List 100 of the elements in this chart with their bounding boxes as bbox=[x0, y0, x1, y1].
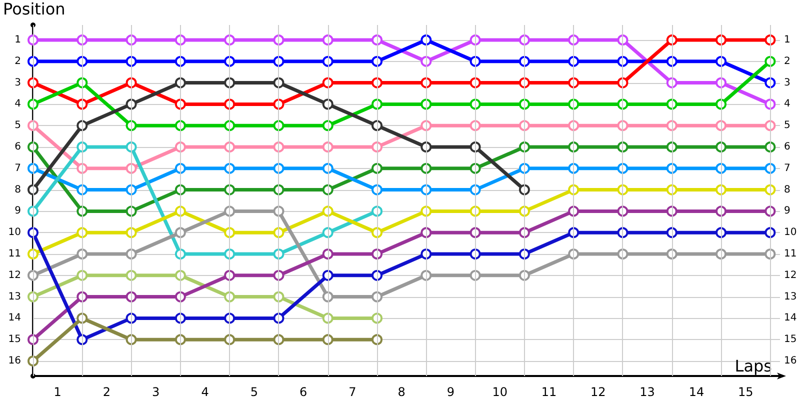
y-tick-label: 12 bbox=[8, 270, 21, 281]
point bbox=[617, 227, 628, 238]
point bbox=[273, 141, 284, 152]
point bbox=[420, 56, 432, 67]
point bbox=[322, 162, 334, 174]
point bbox=[372, 312, 383, 324]
x-tick-label: 7 bbox=[348, 385, 356, 399]
x-tick-label: 3 bbox=[152, 385, 160, 399]
point bbox=[174, 98, 186, 110]
point bbox=[28, 77, 38, 88]
point bbox=[764, 77, 776, 88]
point bbox=[716, 56, 727, 67]
point bbox=[716, 141, 727, 152]
point bbox=[518, 34, 530, 46]
point bbox=[224, 291, 236, 302]
point bbox=[273, 312, 284, 324]
point bbox=[716, 206, 727, 217]
point bbox=[372, 98, 383, 110]
x-tick-label: 15 bbox=[738, 385, 754, 399]
point bbox=[666, 184, 678, 196]
y2-tick-label: 16 bbox=[784, 356, 797, 367]
point bbox=[28, 56, 38, 67]
point bbox=[28, 334, 38, 346]
point bbox=[372, 77, 383, 88]
point bbox=[666, 77, 678, 88]
point bbox=[126, 77, 137, 88]
y-tick-label: 8 bbox=[14, 184, 21, 196]
point bbox=[470, 98, 481, 110]
y2-tick-label: 8 bbox=[784, 184, 790, 196]
point bbox=[420, 270, 432, 281]
point bbox=[716, 162, 727, 174]
point bbox=[764, 162, 776, 174]
y-tick-label: 6 bbox=[14, 141, 21, 152]
point bbox=[372, 120, 383, 132]
point bbox=[716, 248, 727, 260]
point bbox=[28, 227, 38, 238]
point bbox=[273, 34, 284, 46]
point bbox=[322, 334, 334, 346]
point bbox=[372, 162, 383, 174]
point bbox=[174, 184, 186, 196]
point bbox=[273, 184, 284, 196]
point bbox=[518, 98, 530, 110]
point bbox=[322, 248, 334, 260]
x-tick-label: 6 bbox=[299, 385, 308, 399]
y-axis-title: Position bbox=[3, 0, 66, 18]
point bbox=[716, 98, 727, 110]
point bbox=[28, 34, 38, 46]
point bbox=[174, 270, 186, 281]
point bbox=[617, 77, 628, 88]
point bbox=[174, 56, 186, 67]
point bbox=[174, 34, 186, 46]
point bbox=[76, 98, 88, 110]
point bbox=[470, 34, 481, 46]
y2-tick-label: 9 bbox=[784, 206, 790, 217]
point bbox=[470, 248, 481, 260]
point bbox=[76, 162, 88, 174]
y-tick-label: 11 bbox=[8, 248, 21, 260]
point bbox=[764, 120, 776, 132]
point bbox=[174, 312, 186, 324]
x-tick-label: 1 bbox=[54, 385, 62, 399]
point bbox=[322, 34, 334, 46]
y2-tick-label: 14 bbox=[784, 312, 797, 324]
point bbox=[372, 227, 383, 238]
point bbox=[28, 356, 38, 367]
point bbox=[666, 56, 678, 67]
point bbox=[568, 206, 580, 217]
point bbox=[174, 248, 186, 260]
point bbox=[470, 120, 481, 132]
point bbox=[518, 227, 530, 238]
point bbox=[372, 334, 383, 346]
point bbox=[470, 206, 481, 217]
point bbox=[322, 56, 334, 67]
y-tick-label: 2 bbox=[14, 56, 21, 67]
y-tick-label: 1 bbox=[14, 34, 21, 46]
point bbox=[76, 206, 88, 217]
point bbox=[322, 291, 334, 302]
point bbox=[28, 248, 38, 260]
point bbox=[470, 270, 481, 281]
point bbox=[126, 56, 137, 67]
point bbox=[764, 141, 776, 152]
point bbox=[28, 120, 38, 132]
x-tick-label: 2 bbox=[102, 385, 111, 399]
y-tick-label: 16 bbox=[8, 356, 21, 367]
point bbox=[420, 227, 432, 238]
point bbox=[420, 77, 432, 88]
point bbox=[420, 184, 432, 196]
point bbox=[224, 162, 236, 174]
point bbox=[617, 98, 628, 110]
point bbox=[174, 227, 186, 238]
point bbox=[568, 98, 580, 110]
point bbox=[76, 227, 88, 238]
point bbox=[372, 206, 383, 217]
point bbox=[617, 248, 628, 260]
point bbox=[716, 120, 727, 132]
x-tick-label: 8 bbox=[398, 385, 406, 399]
point bbox=[568, 120, 580, 132]
point bbox=[617, 184, 628, 196]
y-tick-label: 3 bbox=[14, 77, 21, 88]
point bbox=[126, 206, 137, 217]
y2-tick-label: 6 bbox=[784, 141, 790, 152]
